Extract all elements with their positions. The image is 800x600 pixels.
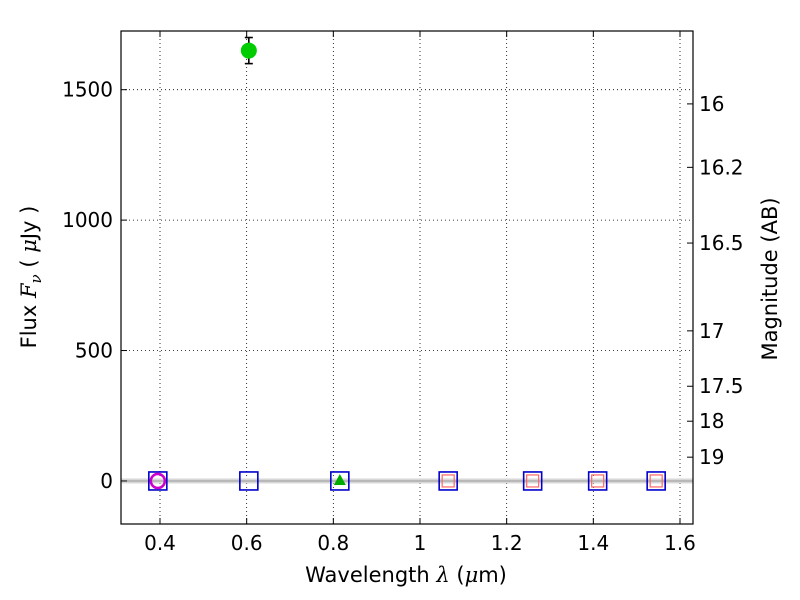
x-axis-label-unit: m) [478,563,507,587]
x-axis-label-text: Wavelength [305,563,436,587]
y-axis-mu: μ [17,239,41,253]
plot-frame [120,30,694,525]
x-tick-label: 0.8 [317,531,349,555]
y-tick-label: 0 [100,469,113,493]
y-axis-label-unit: Jy ) [17,206,41,242]
x-tick-label: 0.6 [231,531,263,555]
magnitude-tick-label: 16.2 [699,155,744,179]
magnitude-axis-label: Magnitude (AB) [758,197,782,360]
tick-labels: 0.4 0.6 0.8 1 1.2 1.4 1.6 0 500 1000 1500 16 16.2 16.… [62,78,743,555]
zero-line [121,478,693,484]
data-point-circle [240,42,257,59]
data-point-square [438,471,458,491]
data-point-open-circle [149,472,167,490]
x-tick-label: 1.4 [577,531,609,555]
y-axis-nu-subscript: ν [27,274,45,283]
y-axis-flux-symbol: F [17,282,41,299]
data-point-small-square [441,474,455,488]
data-point-square [587,471,608,491]
y-axis-label-open: ( [17,253,41,275]
y-axis-label-text: Flux [17,298,41,348]
magnitude-tick-label: 19 [699,445,724,469]
magnitude-tick-label: 18 [699,409,724,433]
magnitude-tick-label: 16 [699,92,724,116]
x-tick-label: 1.2 [491,531,523,555]
magnitude-tick-label: 16.5 [699,231,744,255]
x-axis-lambda: λ [435,563,449,587]
x-tick-label: 1.6 [664,531,696,555]
magnitude-tick-label: 17 [699,319,724,343]
y-axis-label: Flux Fν ( μJy ) [17,206,45,349]
magnitude-tick-label: 17.5 [699,374,744,398]
data-point-small-square [649,474,663,488]
data-marks [148,36,666,491]
y-tick-label: 1000 [62,208,113,232]
data-point-small-square [591,474,605,488]
data-point-square [148,471,168,491]
y-tick-label: 1500 [62,78,113,102]
x-axis-mu: μ [465,563,479,587]
data-point-small-square [526,474,540,488]
data-point-square [646,471,666,491]
x-tick-label: 0.4 [144,531,176,555]
axis-ticks [121,31,693,524]
data-point-square [522,471,543,491]
data-point-square [239,471,259,491]
y-tick-label: 500 [75,339,113,363]
data-point-square [330,471,350,491]
data-point-triangle [333,473,346,485]
x-tick-label: 1 [414,531,427,555]
x-axis-label: Wavelength λ (μm) [305,563,507,587]
x-axis-label-open: ( [450,563,465,587]
